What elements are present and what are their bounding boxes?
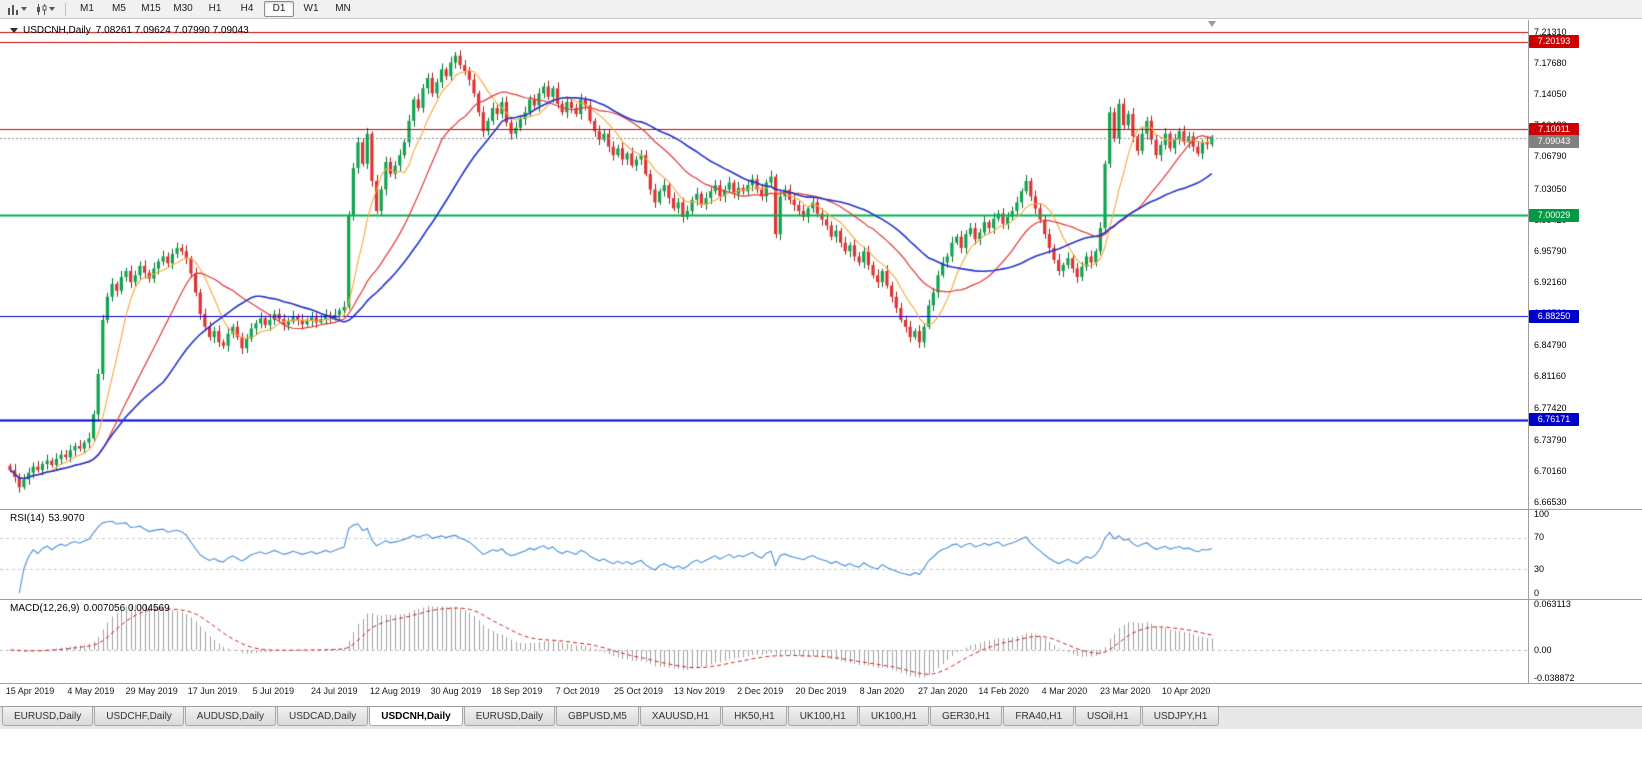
macd-values: 0.007056 0.004569 bbox=[83, 603, 170, 614]
rsi-value: 53.9070 bbox=[48, 513, 85, 524]
chart-canvas[interactable] bbox=[0, 0, 1528, 684]
chart-tab-usdjpy-h1[interactable]: USDJPY,H1 bbox=[1141, 707, 1220, 726]
toolbar-separator bbox=[65, 2, 66, 16]
rsi-scale-tick: 70 bbox=[1534, 532, 1545, 543]
date-label: 15 Apr 2019 bbox=[5, 686, 55, 696]
price-tick: 7.14050 bbox=[1534, 89, 1567, 100]
chart-tab-eurusd-daily[interactable]: EURUSD,Daily bbox=[2, 707, 94, 726]
price-level-badge: 6.76171 bbox=[1529, 413, 1579, 427]
chevron-down-icon bbox=[49, 7, 55, 11]
chart-type-icon[interactable] bbox=[4, 3, 31, 16]
chart-tab-usdcad-daily[interactable]: USDCAD,Daily bbox=[277, 707, 369, 726]
templates-menu-icon[interactable] bbox=[32, 3, 59, 16]
macd-name: MACD(12,26,9) bbox=[10, 603, 80, 614]
date-label: 4 May 2019 bbox=[67, 686, 115, 696]
chart-header: USDCNH,Daily 7.08261 7.09624 7.07990 7.0… bbox=[10, 25, 249, 36]
price-tick: 6.95790 bbox=[1534, 245, 1567, 256]
rsi-name: RSI(14) bbox=[10, 513, 45, 524]
price-level-badge: 7.10011 bbox=[1529, 122, 1579, 136]
price-level-badge: 7.00029 bbox=[1529, 208, 1579, 222]
price-tick: 7.06790 bbox=[1534, 151, 1567, 162]
bar-chart-icon bbox=[8, 4, 18, 15]
price-tick: 6.77420 bbox=[1534, 403, 1567, 414]
ohlc-values: 7.08261 7.09624 7.07990 7.09043 bbox=[95, 25, 249, 36]
price-level-badge: 6.88250 bbox=[1529, 309, 1579, 323]
date-label: 13 Nov 2019 bbox=[673, 686, 725, 696]
chart-tab-hk50-h1[interactable]: HK50,H1 bbox=[722, 707, 787, 726]
date-label: 24 Jul 2019 bbox=[310, 686, 358, 696]
price-tick: 6.70160 bbox=[1534, 465, 1567, 476]
price-level-badge: 7.20193 bbox=[1529, 35, 1579, 49]
chart-tab-ger30-h1[interactable]: GER30,H1 bbox=[929, 707, 1003, 726]
price-tick: 6.81160 bbox=[1534, 371, 1566, 382]
timeframe-button-m1[interactable]: M1 bbox=[80, 3, 94, 14]
macd-scale-tick: -0.038872 bbox=[1534, 672, 1575, 683]
chart-tab-usdchf-daily[interactable]: USDCHF,Daily bbox=[94, 707, 184, 726]
date-label: 4 Mar 2020 bbox=[1041, 686, 1088, 696]
date-label: 27 Jan 2020 bbox=[917, 686, 968, 696]
chart-tab-usdcnh-daily[interactable]: USDCNH,Daily bbox=[369, 707, 463, 726]
rsi-scale-tick: 0 bbox=[1534, 587, 1540, 598]
axis-separator bbox=[0, 683, 1642, 684]
chart-tab-eurusd-daily[interactable]: EURUSD,Daily bbox=[463, 707, 555, 726]
chevron-down-icon bbox=[21, 7, 27, 11]
price-tick: 6.66530 bbox=[1534, 496, 1567, 507]
macd-scale-tick: 0.00 bbox=[1534, 644, 1552, 655]
timeframe-button-d1[interactable]: D1 bbox=[264, 1, 294, 17]
price-tick: 7.17680 bbox=[1534, 58, 1567, 69]
date-label: 20 Dec 2019 bbox=[795, 686, 847, 696]
macd-scale-tick: 0.063113 bbox=[1534, 598, 1571, 609]
symbol-period-label: USDCNH,Daily bbox=[23, 25, 91, 36]
panel-separator[interactable] bbox=[0, 509, 1642, 510]
date-label: 17 Jun 2019 bbox=[187, 686, 238, 696]
price-axis[interactable]: 7.213107.176807.140507.104207.067907.030… bbox=[1528, 20, 1642, 683]
chart-tab-xauusd-h1[interactable]: XAUUSD,H1 bbox=[639, 707, 722, 726]
date-label: 18 Sep 2019 bbox=[491, 686, 543, 696]
scale-separator bbox=[1528, 20, 1529, 683]
price-tick: 6.73790 bbox=[1534, 434, 1567, 445]
panel-separator[interactable] bbox=[0, 599, 1642, 600]
date-label: 12 Aug 2019 bbox=[369, 686, 421, 696]
rsi-indicator-label: RSI(14) 53.9070 bbox=[10, 513, 89, 524]
price-tick: 6.92160 bbox=[1534, 277, 1567, 288]
timeframe-button-h1[interactable]: H1 bbox=[208, 3, 222, 14]
date-label: 14 Feb 2020 bbox=[978, 686, 1029, 696]
date-label: 2 Dec 2019 bbox=[737, 686, 784, 696]
date-label: 10 Apr 2020 bbox=[1161, 686, 1211, 696]
candlestick-icon bbox=[37, 3, 47, 15]
timeframes-toolbar: M1 M5 M15 M30 H1 H4 D1 W1 MN bbox=[0, 0, 1642, 19]
chart-tab-uk100-h1[interactable]: UK100,H1 bbox=[787, 707, 858, 726]
timeframe-button-m30[interactable]: M30 bbox=[173, 3, 193, 14]
time-axis[interactable]: 15 Apr 2019 4 May 2019 29 May 2019 17 Jun 2… bbox=[0, 684, 1528, 704]
chart-shift-marker[interactable] bbox=[1208, 21, 1216, 27]
timeframe-button-h4[interactable]: H4 bbox=[240, 3, 254, 14]
date-label: 5 Jul 2019 bbox=[252, 686, 295, 696]
price-tick: 7.21310 bbox=[1534, 26, 1567, 37]
price-tick: 6.84790 bbox=[1534, 340, 1567, 351]
date-label: 25 Oct 2019 bbox=[613, 686, 664, 696]
date-label: 29 May 2019 bbox=[125, 686, 178, 696]
timeframe-button-m5[interactable]: M5 bbox=[112, 3, 126, 14]
chart-tab-uk100-h1[interactable]: UK100,H1 bbox=[858, 707, 929, 726]
timeframe-button-w1[interactable]: W1 bbox=[303, 3, 319, 14]
macd-indicator-label: MACD(12,26,9) 0.007056 0.004569 bbox=[10, 603, 174, 614]
rsi-scale-tick: 30 bbox=[1534, 563, 1545, 574]
timeframe-button-mn[interactable]: MN bbox=[335, 3, 351, 14]
chart-tab-gbpusd-m5[interactable]: GBPUSD,M5 bbox=[555, 707, 639, 726]
timeframe-button-m15[interactable]: M15 bbox=[141, 3, 161, 14]
price-level-badge: 7.09043 bbox=[1529, 135, 1579, 149]
date-label: 7 Oct 2019 bbox=[555, 686, 600, 696]
timeframe-buttons: M1 M5 M15 M30 H1 H4 D1 W1 MN bbox=[71, 1, 359, 17]
rsi-scale-tick: 100 bbox=[1534, 508, 1550, 519]
price-tick: 7.03050 bbox=[1534, 183, 1567, 194]
chart-tab-usoil-h1[interactable]: USOil,H1 bbox=[1075, 707, 1141, 726]
date-label: 23 Mar 2020 bbox=[1100, 686, 1151, 696]
date-label: 8 Jan 2020 bbox=[859, 686, 905, 696]
chart-tab-fra40-h1[interactable]: FRA40,H1 bbox=[1003, 707, 1075, 726]
chart-tabs: EURUSD,Daily USDCHF,Daily AUDUSD,Daily USDC… bbox=[0, 706, 1642, 729]
date-label: 30 Aug 2019 bbox=[430, 686, 482, 696]
collapse-arrow-icon[interactable] bbox=[10, 28, 18, 33]
chart-tab-audusd-daily[interactable]: AUDUSD,Daily bbox=[184, 707, 277, 726]
